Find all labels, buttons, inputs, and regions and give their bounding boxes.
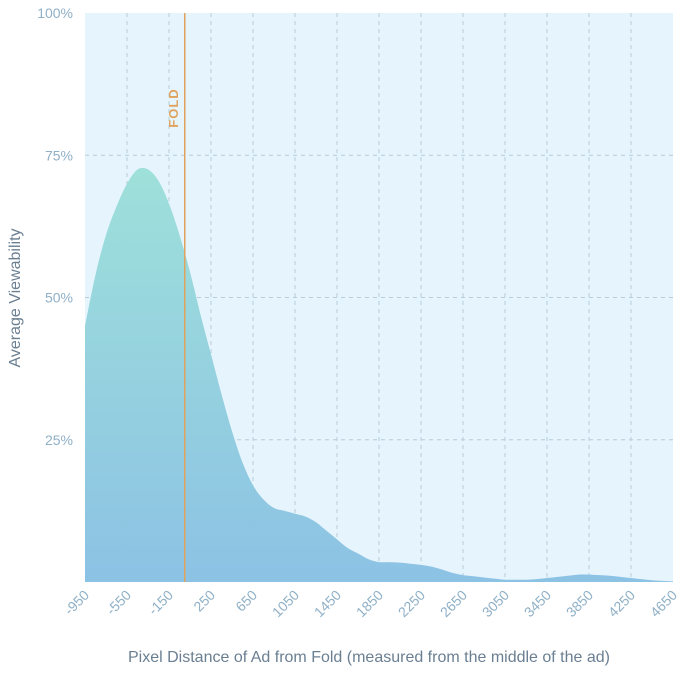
y-tick-label: 100% — [37, 5, 73, 21]
x-tick-label: 3450 — [521, 587, 554, 620]
x-tick-label: 3050 — [479, 587, 512, 620]
fold-label: FOLD — [166, 88, 181, 127]
x-tick-label: 2650 — [437, 587, 470, 620]
x-tick-label: 250 — [190, 587, 218, 615]
x-tick-label: 1050 — [269, 587, 302, 620]
x-tick-label: -950 — [61, 587, 92, 618]
x-tick-label: 1450 — [311, 587, 344, 620]
x-tick-label: -550 — [103, 587, 134, 618]
x-tick-label: -150 — [145, 587, 176, 618]
x-tick-label: 3850 — [563, 587, 596, 620]
x-axis-title: Pixel Distance of Ad from Fold (measured… — [128, 649, 610, 666]
x-tick-label: 1850 — [353, 587, 386, 620]
y-axis-title: Average Viewability — [7, 228, 24, 367]
x-tick-label: 4250 — [605, 587, 638, 620]
x-tick-label: 2250 — [395, 587, 428, 620]
y-tick-label: 50% — [45, 290, 73, 306]
x-tick-label: 650 — [232, 587, 260, 615]
y-tick-label: 25% — [45, 432, 73, 448]
x-tick-label: 4650 — [647, 587, 680, 620]
y-tick-label: 75% — [45, 147, 73, 163]
viewability-area — [85, 167, 673, 582]
